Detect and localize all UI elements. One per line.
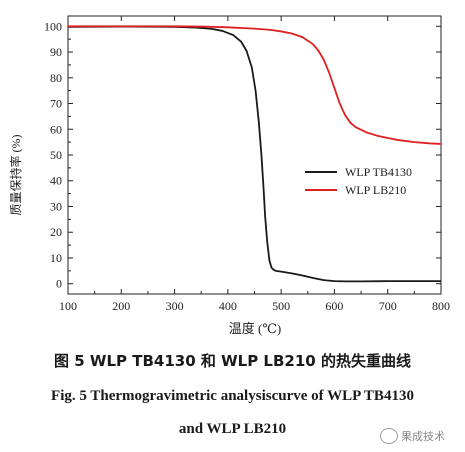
wechat-icon <box>380 428 398 444</box>
y-tick-label: 40 <box>50 174 62 188</box>
legend-label-0: WLP TB4130 <box>345 165 412 179</box>
plot-frame <box>67 15 442 295</box>
x-tick-label: 200 <box>112 299 130 313</box>
x-tick-label: 300 <box>166 299 184 313</box>
y-tick-label: 20 <box>50 225 62 239</box>
x-axis-label: 温度 (℃) <box>229 321 281 336</box>
caption-english-line2: and WLP LB210 <box>178 421 287 437</box>
tga-chart: 100 200 300 400 500 600 700 800 0 10 20 30 40 50 60 70 8… <box>8 15 450 336</box>
y-tick-label: 10 <box>50 251 62 265</box>
y-axis-label: 质量保持率 (%) <box>8 135 23 216</box>
watermark-text: 果成技术 <box>401 430 445 443</box>
watermark: 果成技术 <box>380 425 462 447</box>
y-tick-label: 80 <box>50 71 62 85</box>
y-tick-label: 50 <box>50 148 62 162</box>
y-tick-label: 30 <box>50 199 62 213</box>
y-tick-label: 60 <box>50 122 62 136</box>
x-tick-label: 800 <box>432 299 450 313</box>
y-tick-label: 100 <box>44 19 62 33</box>
y-tick-label: 90 <box>50 45 62 59</box>
legend-label-1: WLP LB210 <box>345 183 406 197</box>
y-tick-label: 0 <box>56 277 62 291</box>
x-tick-label: 100 <box>59 299 77 313</box>
series-line-1 <box>68 25 442 145</box>
chart-svg: 100 200 300 400 500 600 700 800 0 10 20 30 40 50 60 70 8… <box>8 15 450 336</box>
y-tick-label: 70 <box>50 97 62 111</box>
caption-english-line1: Fig. 5 Thermogravimetric analysiscurve o… <box>51 388 414 404</box>
caption-chinese: 图 5 WLP TB4130 和 WLP LB210 的热失重曲线 <box>54 352 411 370</box>
x-tick-label: 400 <box>219 299 237 313</box>
x-tick-label: 500 <box>272 299 290 313</box>
x-tick-label: 600 <box>325 299 343 313</box>
x-tick-label: 700 <box>379 299 397 313</box>
series-line-0 <box>67 25 441 283</box>
